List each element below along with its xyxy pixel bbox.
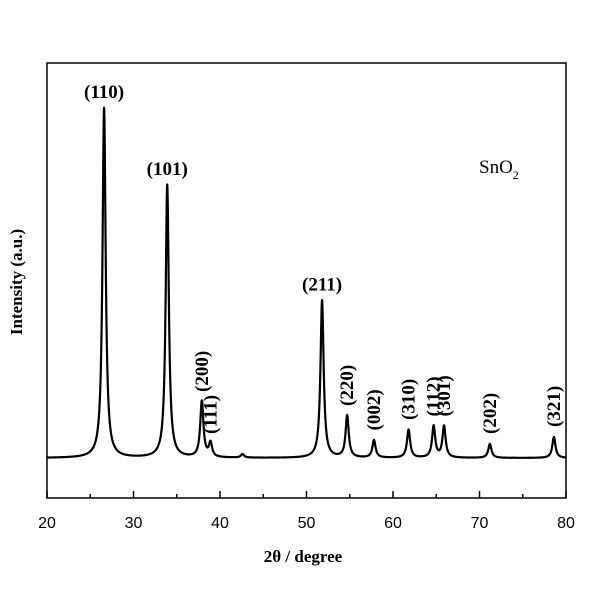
y-axis-title: Intensity (a.u.) bbox=[7, 229, 26, 335]
x-axis-tick-labels: 20 30 40 50 60 70 80 bbox=[38, 515, 575, 532]
peak-label: (321) bbox=[544, 386, 565, 427]
x-axis-title: 2θ / degree bbox=[264, 547, 343, 566]
peak-label: (101) bbox=[147, 159, 188, 180]
peak-label: (211) bbox=[302, 275, 342, 296]
x-tick-label: 60 bbox=[384, 515, 402, 532]
sample-label-base: SnO bbox=[479, 157, 513, 178]
xrd-pattern-line bbox=[46, 106, 567, 459]
x-tick-label: 20 bbox=[38, 515, 56, 532]
peak-labels: (110) (101) (200) (111) (211) (220) (002) (310)… bbox=[84, 82, 565, 434]
peak-label: (002) bbox=[364, 389, 385, 430]
x-axis-ticks bbox=[46, 491, 567, 498]
peak-label: (111) bbox=[201, 395, 222, 434]
peak-label: (202) bbox=[480, 393, 501, 434]
sample-label: SnO2 bbox=[479, 157, 519, 182]
x-tick-label: 50 bbox=[298, 515, 316, 532]
x-tick-label: 80 bbox=[557, 515, 575, 532]
peak-label: (220) bbox=[337, 365, 358, 406]
peak-label: (200) bbox=[192, 351, 213, 392]
sample-label-subscript: 2 bbox=[513, 168, 519, 182]
peak-label: (112) bbox=[424, 376, 445, 416]
x-tick-label: 70 bbox=[471, 515, 489, 532]
peak-label: (301) bbox=[434, 375, 455, 416]
x-tick-label: 40 bbox=[211, 515, 229, 532]
x-tick-label: 30 bbox=[125, 515, 143, 532]
peak-label: (310) bbox=[399, 379, 420, 420]
peak-label: (110) bbox=[84, 82, 124, 103]
